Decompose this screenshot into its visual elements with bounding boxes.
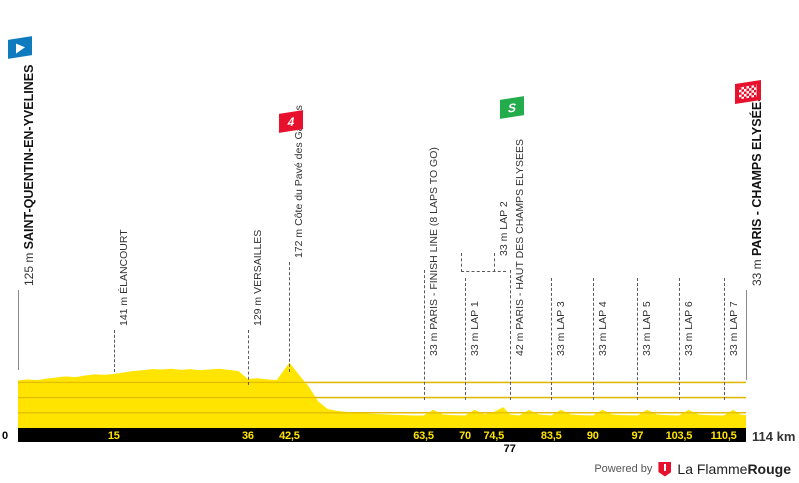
sprint-badge-haut-champs: S <box>499 96 524 119</box>
marker-label-lap-7: 33 m LAP 7 <box>728 301 740 356</box>
marker-line-lap-7 <box>723 278 725 400</box>
checkered-flag-icon <box>735 79 761 105</box>
checker-pattern <box>739 84 757 100</box>
marker-name-elancourt: ÉLANCOURT <box>117 229 130 294</box>
marker-line-lap-6 <box>678 278 680 400</box>
start-flag-icon <box>8 36 32 59</box>
marker-line-lap-4 <box>592 278 594 400</box>
marker-line-pave-gardes <box>289 262 291 372</box>
axis-tick-70: 70 <box>459 430 471 442</box>
powered-by-label: Powered by <box>594 463 653 475</box>
axis-zero-label: 0 <box>2 430 9 442</box>
marker-line-versailles <box>247 330 249 385</box>
axis-tick-15: 15 <box>107 430 120 442</box>
flamme-rouge-icon <box>658 461 672 477</box>
marker-altitude-lap-7: 33 m <box>727 329 740 356</box>
brand-bold: Rouge <box>747 461 791 477</box>
marker-name-lap-3: LAP 3 <box>555 301 568 330</box>
marker-label-versailles: 129 m VERSAILLES <box>252 230 264 326</box>
marker-name-versailles: VERSAILLES <box>251 229 264 294</box>
profile-silhouette <box>18 362 746 428</box>
axis-tick-90: 90 <box>586 430 599 442</box>
play-triangle-icon <box>15 41 25 54</box>
marker-label-lap-4: 33 m LAP 4 <box>597 301 609 356</box>
marker-line-lap-1 <box>465 278 467 400</box>
marker-altitude-lap-3: 33 m <box>555 329 568 356</box>
axis-total-distance: 114 km <box>752 429 796 444</box>
marker-line-elancourt <box>113 330 115 372</box>
category-badge-pave-gardes: 4 <box>279 110 304 133</box>
marker-name-lap-6: LAP 6 <box>682 301 695 330</box>
gridlines-overlay <box>18 381 746 414</box>
marker-name-finish-line: PARIS - FINISH LINE (8 LAPS TO GO) <box>427 147 440 330</box>
elevation-area <box>18 362 746 428</box>
brand-name: La FlammeRouge <box>677 461 791 477</box>
marker-line-lap-5 <box>637 278 639 400</box>
marker-name-lap-2: LAP 2 <box>497 201 510 230</box>
marker-name-lap-4: LAP 4 <box>596 301 609 330</box>
axis-tick-below-77: 77 <box>503 443 516 455</box>
marker-name-lap-1: LAP 1 <box>469 301 482 330</box>
brand-light: La Flamme <box>677 461 748 477</box>
marker-label-elancourt: 141 m ÉLANCOURT <box>118 229 130 326</box>
marker-altitude-lap-6: 33 m <box>682 329 695 356</box>
marker-altitude-haut-champs: 42 m <box>513 329 526 356</box>
marker-name-start: SAINT-QUENTIN-EN-YVELINES <box>22 64 36 250</box>
badge-text: 4 <box>288 113 295 130</box>
marker-altitude-finish: 33 m <box>750 255 764 286</box>
marker-label-lap-5: 33 m LAP 5 <box>641 301 653 356</box>
marker-label-finish: 33 m PARIS - CHAMPS ELYSÉES <box>750 93 764 286</box>
bracket-connector <box>461 253 506 272</box>
marker-label-lap-6: 33 m LAP 6 <box>683 301 695 356</box>
marker-altitude-lap-1: 33 m <box>469 329 482 356</box>
marker-label-start: 125 m SAINT-QUENTIN-EN-YVELINES <box>22 65 36 286</box>
marker-label-haut-champs: 42 m PARIS - HAUT DES CHAMPS ELYSEES <box>514 139 526 356</box>
marker-label-lap-2: 33 m LAP 2 <box>498 201 510 256</box>
elevation-plot <box>18 362 746 428</box>
marker-label-finish-line: 33 m PARIS - FINISH LINE (8 LAPS TO GO) <box>428 147 440 356</box>
footer-branding: Powered by La FlammeRouge <box>594 461 791 477</box>
marker-altitude-versailles: 129 m <box>251 293 264 326</box>
axis-tick-103,5: 103,5 <box>665 430 693 442</box>
axis-tick-36: 36 <box>241 430 254 442</box>
marker-altitude-start: 125 m <box>22 249 36 286</box>
axis-tick-97: 97 <box>631 430 644 442</box>
marker-name-finish: PARIS - CHAMPS ELYSÉES <box>750 93 764 256</box>
axis-tick-83,5: 83,5 <box>540 430 562 442</box>
marker-line-lap-3 <box>551 278 553 400</box>
marker-name-lap-7: LAP 7 <box>727 301 740 330</box>
marker-altitude-lap-4: 33 m <box>596 329 609 356</box>
axis-tick-110,5: 110,5 <box>710 430 737 442</box>
axis-tick-42,5: 42,5 <box>279 430 300 442</box>
badge-text: S <box>507 99 516 116</box>
marker-line-haut-champs <box>509 270 511 400</box>
marker-name-haut-champs: PARIS - HAUT DES CHAMPS ELYSEES <box>513 138 526 330</box>
marker-line-start <box>18 290 19 370</box>
marker-line-finish-line <box>423 270 425 400</box>
marker-name-lap-5: LAP 5 <box>641 301 654 330</box>
marker-altitude-pave-gardes: 172 m <box>293 225 306 258</box>
axis-tick-74,5: 74,5 <box>483 430 505 442</box>
marker-altitude-finish-line: 33 m <box>427 329 440 356</box>
axis-tick-63,5: 63,5 <box>413 430 434 442</box>
marker-line-finish <box>746 290 747 380</box>
marker-altitude-elancourt: 141 m <box>117 293 130 326</box>
marker-label-lap-3: 33 m LAP 3 <box>555 301 567 356</box>
marker-altitude-lap-5: 33 m <box>641 329 654 356</box>
marker-label-lap-1: 33 m LAP 1 <box>469 301 481 356</box>
marker-line-lap-2 <box>493 253 495 272</box>
axis-bar <box>18 428 746 442</box>
